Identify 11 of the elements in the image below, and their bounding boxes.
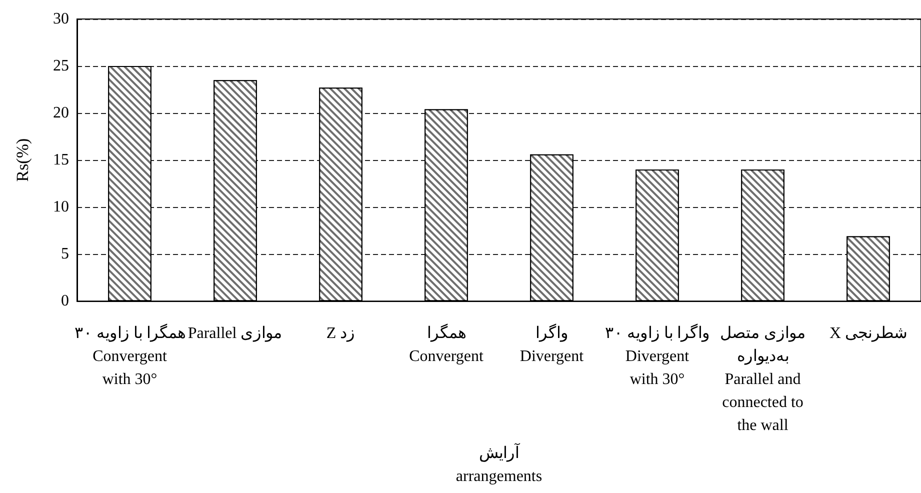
x-tick-label: زد Z	[326, 325, 356, 342]
y-tick-label: 30	[53, 10, 69, 28]
y-tick-label: 25	[53, 58, 69, 75]
y-tick-label: 0	[61, 292, 69, 310]
y-tick-label: 5	[61, 246, 69, 263]
y-tick-label: 15	[53, 152, 69, 169]
y-tick-label: 20	[53, 104, 69, 122]
y-axis-title: Rs(%)	[13, 138, 32, 182]
x-tick-label: موازی Parallel	[188, 325, 283, 342]
x-tick-label: شطرنجی X	[829, 325, 908, 342]
y-tick-label: 10	[53, 198, 69, 216]
